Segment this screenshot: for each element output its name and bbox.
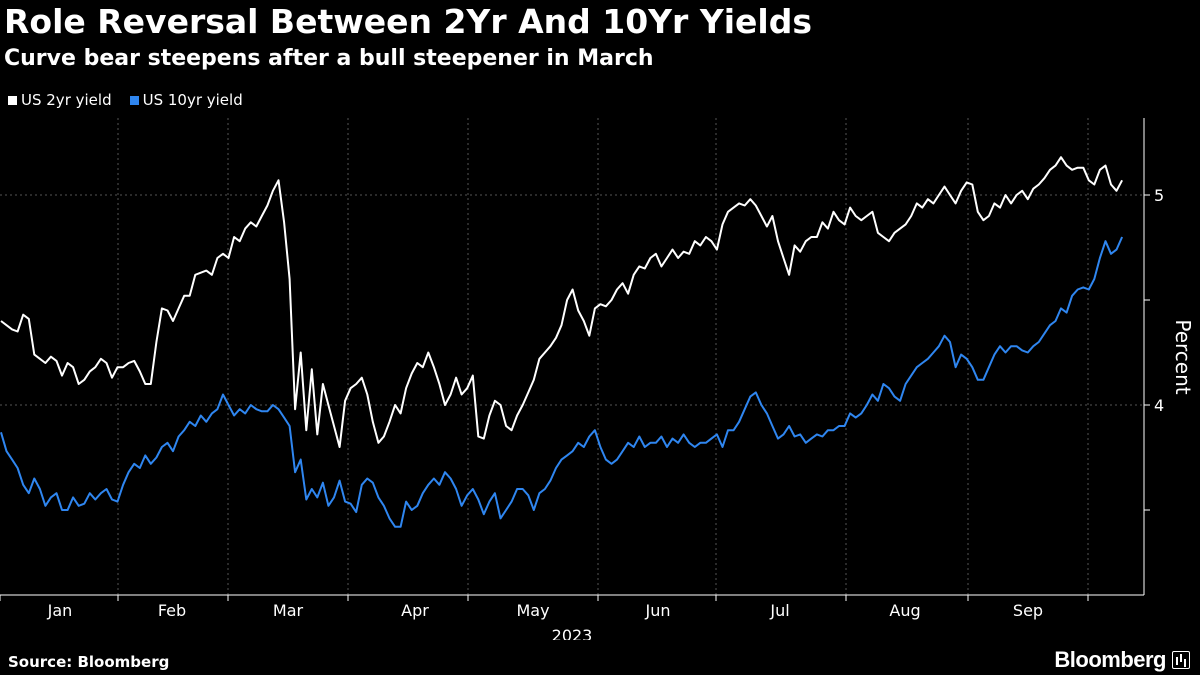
- y-tick-label-5: 5: [1154, 186, 1164, 205]
- x-tick-label-mar: Mar: [273, 601, 304, 620]
- y-tick-label-4: 4: [1154, 396, 1164, 415]
- x-tick-label-jun: Jun: [645, 601, 671, 620]
- legend-item-2yr: US 2yr yield: [8, 91, 112, 109]
- y-axis-label: Percent: [1171, 319, 1195, 394]
- series-line-us-10yr-yield: [0, 236, 1124, 528]
- line-chart: 5 4 Percent Jan Feb Mar Apr May Jun Jul Aug Sep 2023: [0, 118, 1195, 640]
- x-tick-label-apr: Apr: [401, 601, 429, 620]
- bloomberg-brand: Bloomberg: [1054, 647, 1190, 673]
- x-tick-label-feb: Feb: [158, 601, 186, 620]
- x-axis-label: 2023: [552, 626, 593, 640]
- brand-logo-text: Bloomberg: [1054, 647, 1166, 672]
- legend-item-10yr: US 10yr yield: [129, 91, 243, 109]
- legend-swatch-10yr: [129, 95, 139, 105]
- x-tick-label-aug: Aug: [889, 601, 920, 620]
- x-tick-label-may: May: [516, 601, 549, 620]
- x-tick-label-jul: Jul: [769, 601, 789, 620]
- chart-legend: US 2yr yield US 10yr yield: [8, 91, 243, 109]
- x-tick-label-sep: Sep: [1013, 601, 1043, 620]
- series-line-us-2yr-yield: [0, 156, 1123, 448]
- chart-subtitle: Curve bear steepens after a bull steepen…: [4, 46, 654, 71]
- bloomberg-logo-icon: [1172, 651, 1190, 669]
- source-note: Source: Bloomberg: [8, 653, 170, 671]
- x-tick-label-jan: Jan: [47, 601, 73, 620]
- chart-title: Role Reversal Between 2Yr And 10Yr Yield…: [4, 2, 812, 41]
- legend-swatch-2yr: [8, 95, 17, 105]
- legend-label-10yr: US 10yr yield: [142, 91, 243, 109]
- legend-label-2yr: US 2yr yield: [21, 91, 112, 109]
